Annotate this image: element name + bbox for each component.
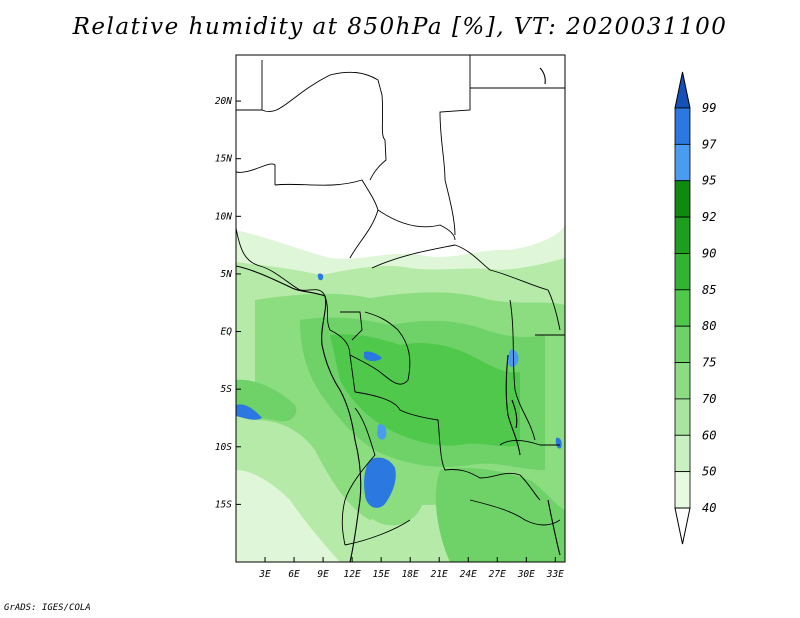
axis-ticks: 3E 6E 9E 12E 15E 18E 21E 24E 27E 30E 33E 20N 15N 10N 5… xyxy=(215,96,564,580)
colorbar-box xyxy=(674,143,691,182)
colorbar: 40 50 60 70 75 80 85 90 92 95 97 99 xyxy=(674,71,717,545)
colorbar-level-label: 85 xyxy=(702,283,716,297)
colorbar-level-label: 75 xyxy=(702,356,716,370)
y-tick-label: 15S xyxy=(215,499,232,510)
colorbar-level-label: 50 xyxy=(702,465,716,479)
map-frame xyxy=(235,54,566,563)
colorbar-level-label: 70 xyxy=(702,392,716,406)
x-tick-label: 15E xyxy=(373,569,390,580)
colorbar-box xyxy=(674,253,691,291)
colorbar-box xyxy=(674,180,691,218)
x-tick-label: 9E xyxy=(317,569,329,580)
colorbar-level-label: 95 xyxy=(702,174,716,188)
colorbar-box xyxy=(674,434,691,473)
colorbar-bottom-triangle xyxy=(674,507,691,545)
credit-label: GrADS: IGES/COLA xyxy=(4,603,91,613)
x-tick-label: 18E xyxy=(402,569,419,580)
colorbar-box xyxy=(674,398,691,436)
country-borders xyxy=(236,55,565,546)
y-tick-label: 15N xyxy=(215,154,232,165)
colorbar-level-label: 92 xyxy=(702,210,716,224)
y-tick-label: EQ xyxy=(221,327,233,338)
colorbar-level-label: 97 xyxy=(702,137,717,151)
colorbar-box xyxy=(674,362,691,400)
colorbar-box xyxy=(674,216,691,254)
y-tick-label: 5S xyxy=(221,384,233,395)
map-title: Relative humidity at 850hPa [%], VT: 202… xyxy=(72,14,728,40)
x-tick-label: 3E xyxy=(258,569,271,580)
x-tick-label: 21E xyxy=(431,569,448,580)
colorbar-level-label: 60 xyxy=(702,428,716,442)
x-tick-label: 6E xyxy=(288,569,300,580)
x-tick-label: 30E xyxy=(517,569,535,580)
x-tick-label: 33E xyxy=(546,569,564,580)
x-tick-label: 12E xyxy=(344,569,361,580)
coastlines xyxy=(236,67,561,562)
y-tick-label: 20N xyxy=(215,96,232,107)
x-tick-label: 27E xyxy=(489,569,506,580)
colorbar-box xyxy=(674,325,691,363)
y-tick-label: 5N xyxy=(221,269,233,280)
colorbar-level-label: 99 xyxy=(702,101,716,115)
humidity-field xyxy=(236,55,565,562)
colorbar-box xyxy=(674,289,691,327)
colorbar-box xyxy=(674,107,691,145)
colorbar-box xyxy=(674,471,691,509)
x-tick-label: 24E xyxy=(460,569,477,580)
colorbar-level-label: 80 xyxy=(702,319,716,333)
colorbar-level-label: 90 xyxy=(702,246,716,260)
y-tick-label: 10S xyxy=(215,442,232,453)
colorbar-top-triangle xyxy=(674,71,691,109)
y-tick-label: 10N xyxy=(215,211,232,222)
colorbar-level-label: 40 xyxy=(702,501,716,515)
